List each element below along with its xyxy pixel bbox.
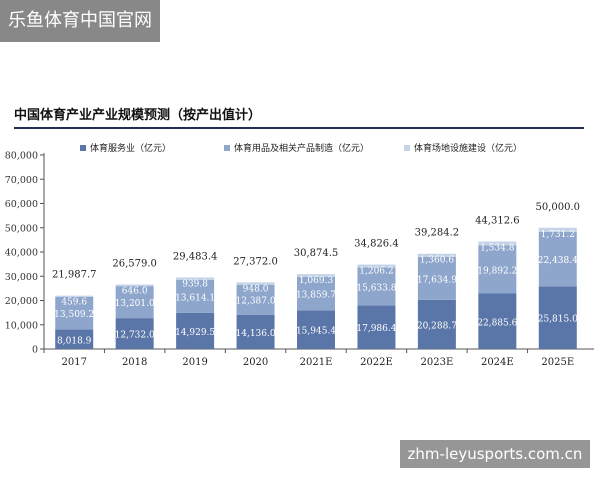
bar-segment (297, 274, 335, 277)
bar-segment (357, 267, 396, 306)
x-axis: 2017 2018 2019 2020 2021E 2022E 2023E 2024E 2025… (43, 348, 594, 368)
bar-segment (297, 310, 335, 349)
segment-label: 15,945.4 (296, 327, 336, 337)
total-label: 39,284.2 (415, 228, 460, 239)
total-label: 26,579.0 (112, 259, 157, 270)
y-tick-label: 0 (32, 345, 38, 356)
segment-label: 12,387.0 (236, 297, 276, 307)
bar-segment (417, 253, 456, 258)
segment-label: 13,201.0 (115, 299, 155, 309)
bar-segment (478, 241, 517, 246)
segment-label: 939.8 (182, 280, 208, 290)
y-tick-label: 10,000 (5, 320, 38, 331)
x-tick-label: 2023E (421, 357, 454, 368)
data-labels: 8,018.9 13,509.2 459.6 21,987.7 12,732.0 13,2… (52, 202, 580, 347)
segment-label: 15,633.8 (356, 283, 396, 293)
bar-segment (55, 296, 94, 330)
x-tick-label: 2024E (481, 357, 514, 368)
total-label: 30,874.5 (294, 248, 339, 259)
segment-label: 17,634.9 (417, 275, 457, 285)
segment-label: 1,360.6 (420, 256, 455, 266)
bar-segment (176, 279, 215, 313)
bar-segment (236, 282, 275, 285)
segment-label: 20,288.7 (417, 321, 457, 331)
segment-label: 646.0 (122, 287, 148, 297)
bar-segment (357, 305, 396, 349)
x-tick-label: 2022E (360, 357, 393, 368)
legend-label: 体育用品及相关产品制造（亿元） (234, 142, 369, 154)
bar-segment (417, 299, 456, 349)
segment-label: 459.6 (61, 298, 87, 308)
chart-legend: 体育服务业（亿元） 体育用品及相关产品制造（亿元） 体育场地设施建设（亿元） (80, 142, 522, 154)
bar-segment (297, 276, 335, 311)
total-label: 21,987.7 (52, 270, 97, 281)
total-label: 27,372.0 (233, 257, 278, 268)
bar-segment (357, 264, 396, 268)
y-tick-label: 60,000 (5, 199, 38, 210)
segment-label: 1,206.2 (359, 267, 393, 277)
bar-segment (176, 312, 215, 349)
legend-swatch (224, 145, 230, 151)
bar-segment (236, 314, 275, 349)
watermark-top: 乐鱼体育中国官网 (0, 0, 160, 42)
segment-label: 1,731.2 (541, 230, 575, 240)
y-axis: 0 10,000 20,000 30,000 40,000 50,000 60,000 70,… (5, 151, 45, 356)
total-label: 50,000.0 (536, 202, 581, 213)
legend-swatch (404, 145, 410, 151)
segment-label: 22,885.6 (477, 318, 517, 328)
chart-title: 中国体育产业产业规模预测（按产出值计） (14, 104, 584, 129)
y-tick-label: 70,000 (5, 175, 38, 186)
bar-segment (538, 286, 577, 349)
bar-segment (55, 329, 94, 349)
segment-label: 8,018.9 (57, 336, 92, 346)
segment-label: 13,509.2 (54, 310, 94, 320)
bar-segment (478, 245, 517, 294)
watermark-bottom: zhm-leyusports.com.cn (400, 440, 590, 468)
legend-label: 体育场地设施建设（亿元） (414, 142, 522, 154)
x-tick-label: 2017 (61, 357, 86, 368)
x-tick-label: 2018 (122, 357, 147, 368)
segment-label: 14,136.0 (236, 329, 276, 339)
legend-label: 体育服务业（亿元） (90, 142, 171, 154)
segment-label: 25,815.0 (538, 315, 578, 325)
segment-label: 22,438.4 (538, 256, 578, 266)
x-tick-label: 2025E (541, 357, 574, 368)
y-tick-label: 40,000 (5, 248, 38, 259)
segment-label: 17,986.4 (356, 324, 396, 334)
segment-label: 13,614.1 (175, 293, 215, 303)
total-label: 34,826.4 (354, 239, 399, 250)
bar-segment (417, 257, 456, 300)
bar-segment (115, 284, 154, 287)
bar-segment (236, 284, 275, 315)
bar-segment (115, 318, 154, 349)
segment-label: 13,859.7 (296, 291, 336, 301)
y-tick-label: 20,000 (5, 296, 38, 307)
legend-swatch (80, 145, 86, 151)
segment-label: 948.0 (243, 284, 269, 294)
total-label: 44,312.6 (475, 216, 520, 227)
bar-segment (176, 277, 215, 280)
bar-segment (115, 286, 154, 319)
bar-segment (538, 231, 577, 287)
total-label: 29,483.4 (173, 252, 218, 263)
segment-label: 1,534.8 (480, 244, 515, 254)
segment-label: 19,892.2 (477, 266, 517, 276)
bars (55, 227, 577, 349)
bar-segment (55, 295, 94, 297)
segment-label: 1,069.3 (299, 276, 334, 286)
segment-label: 14,929.5 (175, 328, 215, 338)
x-tick-label: 2021E (300, 357, 333, 368)
y-tick-label: 30,000 (5, 272, 38, 283)
segment-label: 12,732.0 (115, 331, 155, 341)
bar-segment (478, 293, 517, 349)
x-tick-label: 2019 (182, 357, 207, 368)
x-tick-label: 2020 (243, 357, 268, 368)
y-tick-label: 80,000 (5, 151, 38, 162)
bar-segment (538, 227, 577, 232)
y-tick-label: 50,000 (5, 223, 38, 234)
